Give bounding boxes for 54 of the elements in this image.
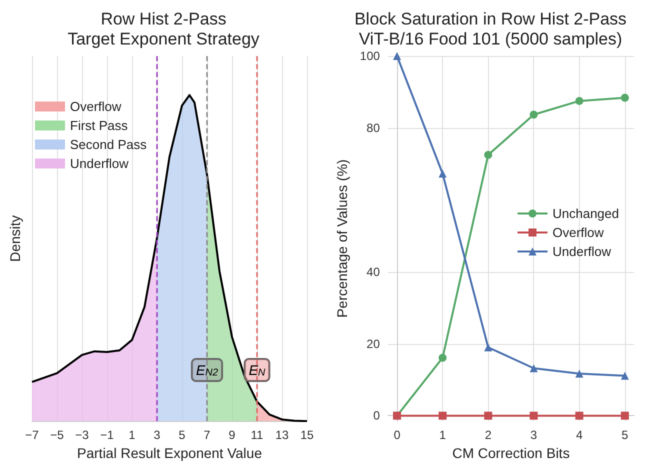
x-axis-title: Partial Result Exponent Value [77, 445, 262, 461]
x-tick-label: 15 [300, 428, 314, 442]
point [438, 170, 447, 178]
x-tick-label: 13 [275, 428, 289, 442]
chart-title: Row Hist 2-Pass Target Exponent Strategy [68, 10, 260, 48]
point [438, 354, 447, 362]
chart-title: Block Saturation in Row Hist 2-Pass ViT-B/16 Food 101 (5000 samples) [354, 10, 627, 48]
y-tick-label: 100 [360, 49, 380, 63]
point [575, 412, 584, 420]
x-tick-label: −3 [75, 428, 90, 442]
x-tick-label: 5 [622, 428, 629, 442]
legend-label: Underflow [70, 156, 130, 171]
point [620, 94, 629, 102]
x-tick-label: −1 [100, 428, 114, 442]
point [530, 364, 538, 372]
point [438, 412, 447, 420]
x-tick-label: 0 [394, 428, 401, 442]
x-tick-label: 7 [204, 428, 211, 442]
x-tick-label: 9 [228, 428, 236, 442]
x-tick-label: 2 [484, 428, 492, 442]
y-axis-title: Percentage of Values (%) [334, 159, 350, 318]
ref-line-label: EN2 [196, 362, 218, 378]
x-tick-label: −7 [25, 428, 40, 442]
x-tick-label: 1 [128, 428, 136, 442]
x-tick-label: 3 [154, 428, 161, 442]
legend-label: Second Pass [70, 137, 148, 152]
y-tick-label: 20 [366, 336, 380, 351]
x-axis-title: CM Correction Bits [452, 445, 570, 461]
point [620, 372, 629, 380]
point [530, 412, 538, 420]
y-tick-label: 80 [366, 120, 380, 135]
point [530, 110, 538, 119]
y-tick-label: 40 [366, 264, 380, 279]
legend-label: Underflow [552, 244, 612, 259]
x-tick-label: 4 [576, 428, 583, 442]
x-tick-label: 5 [178, 428, 186, 442]
ref-line-label: EN [248, 362, 266, 378]
point [484, 412, 492, 420]
x-tick-label: 11 [250, 428, 264, 442]
x-tick-label: 3 [530, 428, 538, 442]
x-tick-label: 1 [439, 428, 446, 442]
point [575, 96, 584, 105]
point [484, 150, 492, 159]
legend-label: Unchanged [552, 206, 619, 221]
x-tick-label: −5 [50, 428, 64, 442]
point [393, 52, 402, 60]
y-axis-title: Density [7, 215, 23, 262]
legend-label: Overflow [70, 99, 122, 114]
legend-label: First Pass [70, 118, 128, 133]
point [575, 370, 584, 378]
point [484, 343, 492, 352]
y-tick-label: 0 [373, 408, 380, 423]
point [620, 412, 629, 420]
legend-label: Overflow [552, 225, 604, 240]
